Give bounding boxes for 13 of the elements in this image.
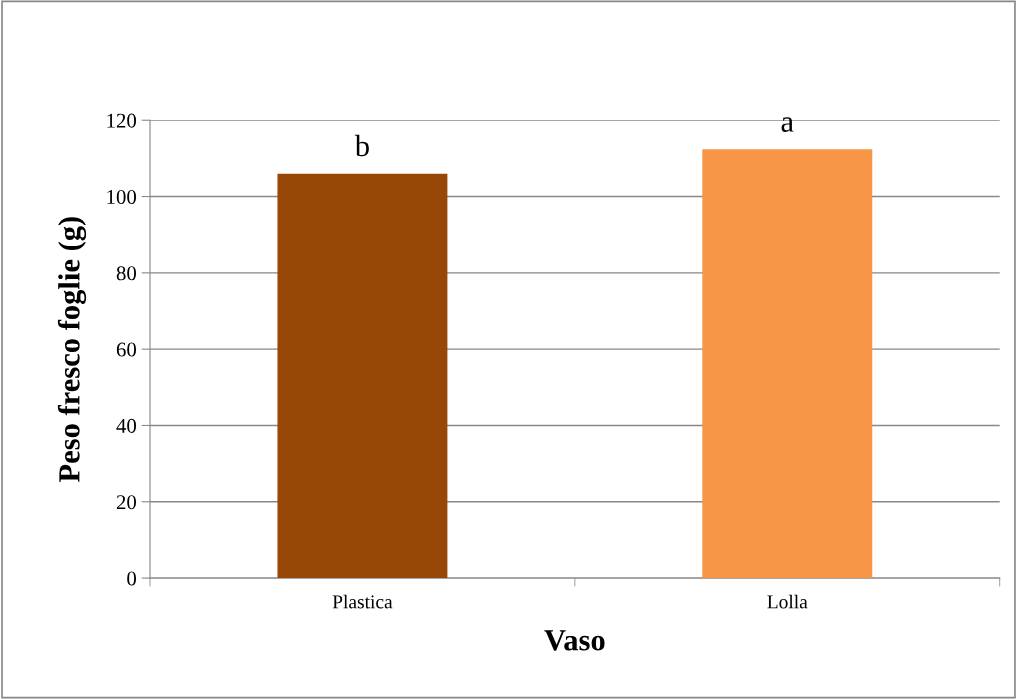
y-axis-title: Peso fresco foglie (g) [57,217,87,482]
y-tick-label: 120 [107,113,137,128]
y-tick-label: 0 [127,571,137,586]
y-tick-label: 60 [116,342,137,357]
x-tick-label: Plastica [332,594,393,609]
x-tick-label: Lolla [767,594,808,609]
annotation: b [354,134,369,157]
x-axis-title: Vaso [544,630,605,651]
y-tick-label: 80 [116,266,137,281]
y-tick-label: 40 [116,418,137,433]
y-tick-label: 20 [116,495,137,510]
y-tick-label: 100 [107,189,137,204]
annotation: a [781,117,794,132]
